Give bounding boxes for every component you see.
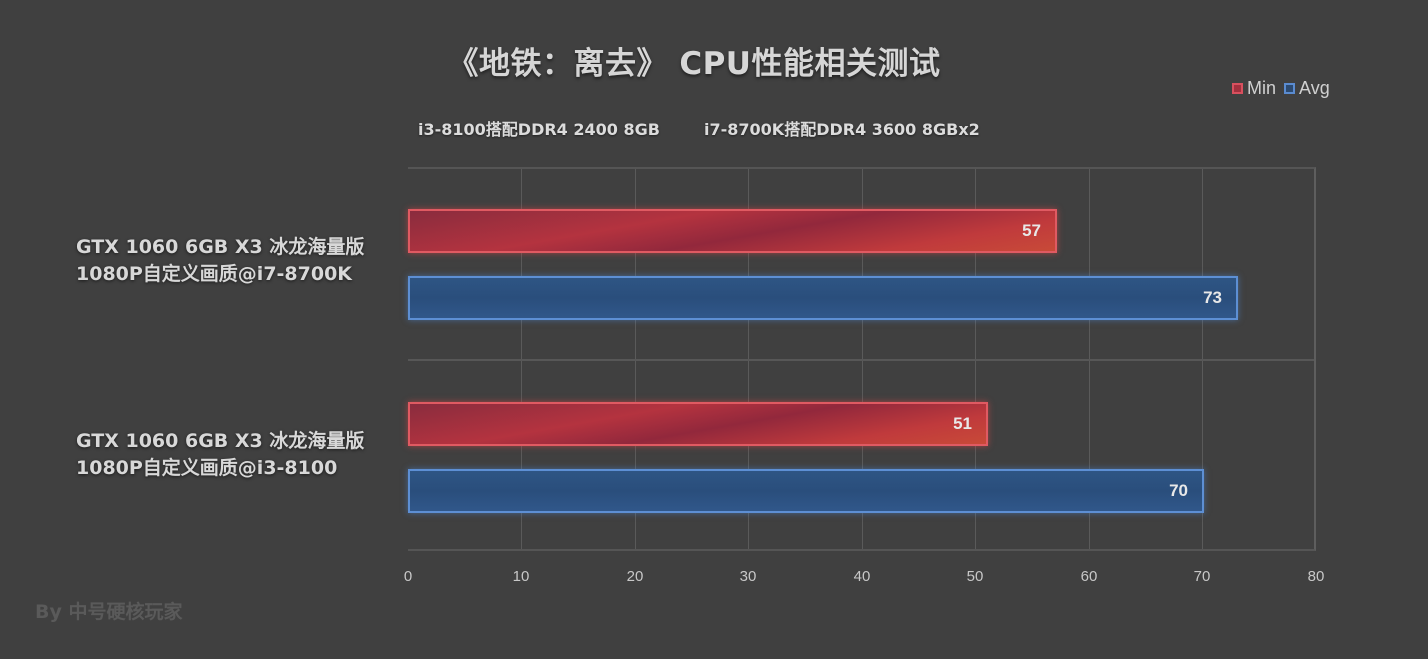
bar-min-i7: 57	[408, 209, 1057, 253]
x-tick: 10	[512, 568, 530, 585]
legend-item-min: Min	[1232, 78, 1276, 99]
group-divider	[408, 359, 1314, 361]
legend-swatch-min-icon	[1232, 83, 1243, 94]
bar-min-i3: 51	[408, 402, 988, 446]
legend-label-min: Min	[1247, 78, 1277, 98]
category-label-line1: GTX 1060 6GB X3 冰龙海量版	[76, 236, 365, 258]
x-tick: 40	[853, 568, 871, 585]
x-tick: 20	[626, 568, 644, 585]
x-tick: 30	[739, 568, 757, 585]
legend-swatch-avg-icon	[1284, 83, 1296, 94]
category-label-i7: GTX 1060 6GB X3 冰龙海量版 1080P自定义画质@i7-8700…	[76, 234, 364, 288]
category-label-line2: 1080P自定义画质@i7-8700K	[76, 263, 353, 285]
x-tick: 80	[1307, 568, 1325, 585]
bar-value: 57	[1022, 221, 1041, 240]
x-tick: 60	[1080, 568, 1098, 585]
plot-area: 57 73 51 70	[408, 167, 1316, 551]
legend-label-avg: Avg	[1299, 78, 1330, 98]
bar-avg-i7: 73	[408, 276, 1238, 320]
chart-title: 《地铁：离去》 CPU性能相关测试	[447, 46, 941, 82]
legend: Min Avg	[1232, 78, 1338, 99]
bar-avg-i3: 70	[408, 469, 1204, 513]
subtitle-i3: i3-8100搭配DDR4 2400 8GB	[418, 120, 660, 139]
bar-value: 70	[1169, 481, 1188, 500]
bar-value: 51	[953, 414, 972, 433]
category-label-line1: GTX 1060 6GB X3 冰龙海量版	[76, 430, 365, 452]
category-label-line2: 1080P自定义画质@i3-8100	[76, 457, 338, 479]
x-tick: 50	[966, 568, 984, 585]
x-tick: 0	[403, 568, 413, 585]
x-tick: 70	[1193, 568, 1211, 585]
bar-value: 73	[1203, 288, 1222, 307]
category-label-i3: GTX 1060 6GB X3 冰龙海量版 1080P自定义画质@i3-8100	[76, 428, 364, 482]
subtitle-i7: i7-8700K搭配DDR4 3600 8GBx2	[704, 120, 980, 139]
legend-item-avg: Avg	[1284, 78, 1330, 99]
watermark: By 中号硬核玩家	[35, 601, 183, 623]
